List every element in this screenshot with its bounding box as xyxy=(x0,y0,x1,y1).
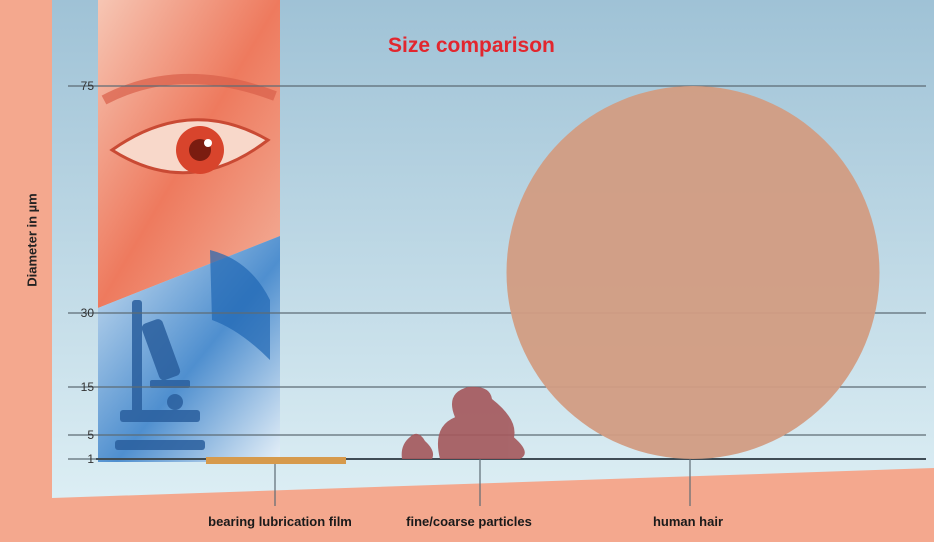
y-axis-label: Diameter in µm xyxy=(24,193,40,287)
category-label-bearing-lubrication-film: bearing lubrication film xyxy=(208,514,352,529)
y-tick-label-5: 5 xyxy=(87,428,94,442)
y-tick-label-75: 75 xyxy=(81,79,95,93)
y-tick-label-30: 30 xyxy=(81,306,95,320)
microscope-icon xyxy=(115,300,205,450)
y-tick-label-15: 15 xyxy=(81,380,95,394)
photo-illustration xyxy=(98,0,280,462)
category-label-fine-coarse-particles: fine/coarse particles xyxy=(406,514,532,529)
blob-fine-coarse-particles xyxy=(401,386,525,459)
y-tick-label-1: 1 xyxy=(87,452,94,466)
category-label-human-hair: human hair xyxy=(652,514,724,529)
circle-human-hair xyxy=(506,86,880,459)
bar-bearing-lubrication-film xyxy=(206,457,346,464)
chart-title: Size comparison xyxy=(388,34,555,57)
